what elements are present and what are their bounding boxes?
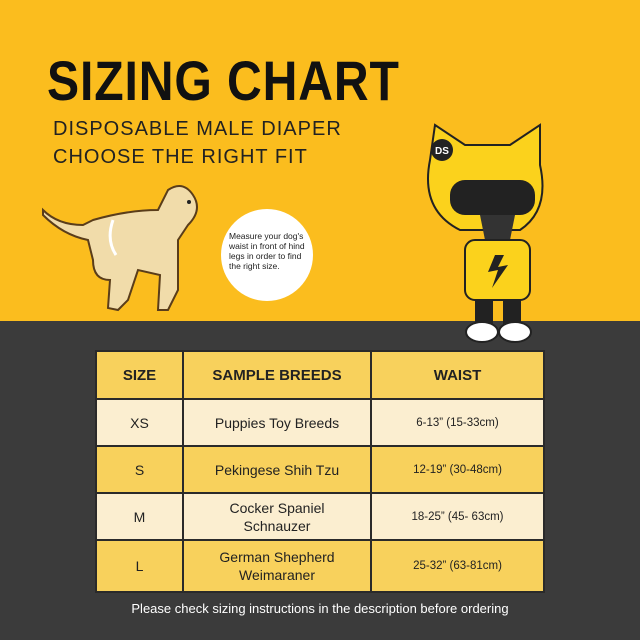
waist-cell: 6-13” (15-33cm) (370, 398, 545, 447)
table-row: XS Puppies Toy Breeds 6-13” (15-33cm) (95, 398, 545, 447)
breed: German Shepherd (219, 549, 335, 565)
table-row: S Pekingese Shih Tzu 12-19” (30-48cm) (95, 445, 545, 494)
size-cell: L (95, 539, 184, 593)
table-row: L German Shepherd Weimaraner 25-32” (63-8… (95, 539, 545, 593)
header-breeds: SAMPLE BREEDS (182, 350, 372, 400)
header-waist: WAIST (370, 350, 545, 400)
dog-illustration (42, 185, 198, 312)
breed: Pekingese Shih Tzu (214, 461, 340, 478)
mascot-badge: DS (435, 146, 449, 157)
waist-cell: 18-25” (45- 63cm) (370, 492, 545, 541)
breeds-cell: German Shepherd Weimaraner (182, 539, 372, 593)
table-row: M Cocker Spaniel Schnauzer 18-25” (45- 63… (95, 492, 545, 541)
breeds-cell: Puppies Toy Breeds (182, 398, 372, 447)
page-title: SIZING CHART (47, 49, 400, 112)
subtitle-product: DISPOSABLE MALE DIAPER (53, 118, 342, 140)
breeds-cell: Cocker Spaniel Schnauzer (182, 492, 372, 541)
mascot-illustration: DS (427, 123, 544, 343)
breeds-cell: Pekingese Shih Tzu (182, 445, 372, 494)
breed: Schnauzer (243, 517, 311, 534)
footer-note: Please check sizing instructions in the … (131, 601, 509, 616)
waist-cell: 25-32” (63-81cm) (370, 539, 545, 593)
breed: Weimaraner (239, 567, 315, 583)
breed: Cocker Spaniel (229, 499, 325, 516)
size-cell: XS (95, 398, 184, 447)
size-cell: M (95, 492, 184, 541)
subtitle-fit: CHOOSE THE RIGHT FIT (53, 146, 308, 168)
size-cell: S (95, 445, 184, 494)
breed: Puppies Toy Breeds (214, 414, 340, 431)
header-size: SIZE (95, 350, 184, 400)
measure-note-bubble: Measure your dog's waist in front of hin… (221, 209, 313, 301)
sizing-table: SIZE SAMPLE BREEDS WAIST XS Puppies Toy … (95, 350, 545, 593)
table-header-row: SIZE SAMPLE BREEDS WAIST (95, 350, 545, 400)
waist-cell: 12-19” (30-48cm) (370, 445, 545, 494)
